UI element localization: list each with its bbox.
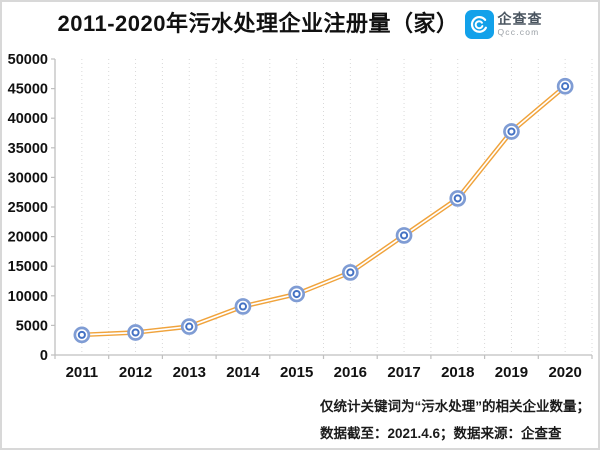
data-point-2015-inner (292, 289, 301, 299)
qcc-logo-name: 企查查 (497, 11, 543, 28)
data-point-2018-inner (453, 194, 462, 203)
data-point-2019-inner (507, 127, 516, 136)
x-tick-label: 2014 (226, 364, 260, 381)
qcc-logo-domain: Qcc.com (497, 27, 540, 38)
x-tick-label: 2016 (334, 364, 367, 381)
data-point-2017-inner (400, 231, 409, 240)
qcc-logo-icon (464, 10, 494, 39)
data-point-2012-inner (131, 328, 140, 337)
data-point-2014-inner (238, 302, 247, 311)
y-tick-label: 40000 (8, 111, 48, 127)
x-tick-label: 2019 (495, 364, 528, 381)
qcc-logo: 企查查 Qcc.com (464, 10, 543, 39)
y-tick-label: 45000 (8, 82, 48, 98)
y-tick-label: 30000 (8, 170, 48, 186)
chart-footnote: 仅统计关键词为“污水处理”的相关企业数量； 数据截至：2021.4.6；数据来源… (320, 393, 590, 447)
x-tick-label: 2011 (66, 364, 99, 381)
y-tick-label: 35000 (8, 141, 48, 157)
x-tick-label: 2018 (441, 364, 474, 381)
y-tick-label: 50000 (8, 52, 48, 68)
y-tick-label: 15000 (8, 259, 48, 275)
footnote-line-1: 仅统计关键词为“污水处理”的相关企业数量； (320, 399, 590, 414)
data-point-2016-inner (346, 268, 355, 277)
qcc-logo-text: 企查查 Qcc.com (498, 12, 543, 37)
data-point-2013-inner (185, 322, 194, 331)
data-point-2011-inner (77, 330, 86, 339)
x-tick-label: 2012 (119, 364, 152, 381)
x-tick-label: 2015 (280, 364, 313, 381)
x-tick-label: 2013 (173, 364, 206, 381)
x-tick-label: 2020 (548, 364, 581, 381)
x-tick-label: 2017 (387, 364, 420, 381)
y-tick-label: 25000 (8, 200, 48, 216)
footnote-line-2: 数据截至：2021.4.6；数据来源：企查查 (320, 426, 562, 441)
y-tick-label: 10000 (8, 289, 48, 305)
y-tick-label: 0 (40, 348, 48, 364)
chart-title: 2011-2020年污水处理企业注册量（家） (57, 11, 459, 36)
chart-header: 2011-2020年污水处理企业注册量（家） 企查查 Qcc.com (2, 8, 598, 40)
series-line-core (80, 85, 567, 336)
y-tick-label: 5000 (16, 318, 48, 334)
y-tick-label: 20000 (8, 230, 48, 246)
data-point-2020-inner (561, 82, 570, 91)
